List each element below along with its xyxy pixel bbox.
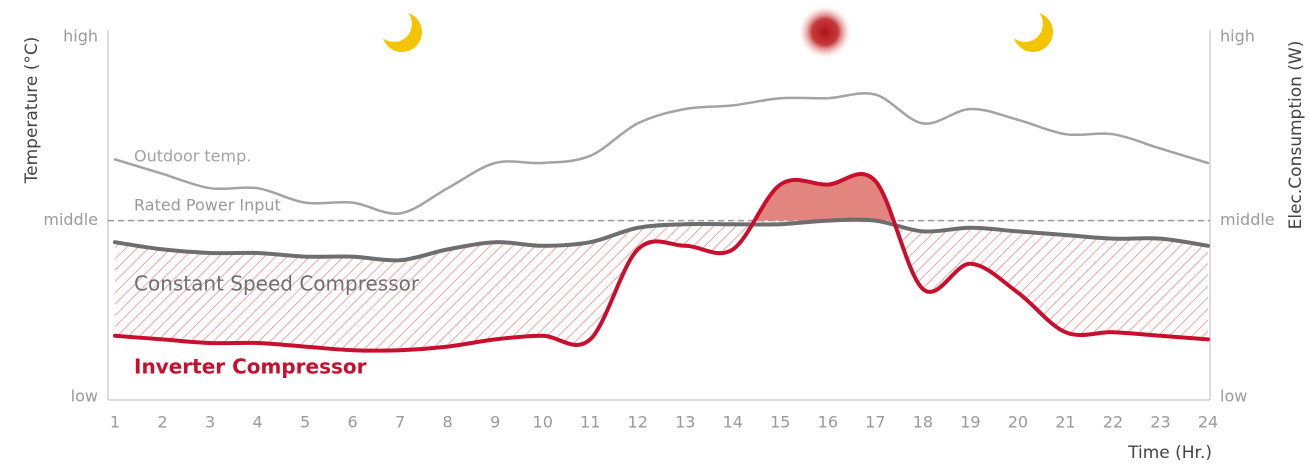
x-tick-label: 14 (723, 413, 743, 432)
x-tick-label: 7 (395, 413, 405, 432)
x-tick-label: 15 (770, 413, 790, 432)
x-tick-label: 1 (110, 413, 120, 432)
x-tick-label: 6 (348, 413, 358, 432)
x-tick-label: 2 (157, 413, 167, 432)
moon-icon (376, 6, 422, 52)
y-tick-label: low (71, 387, 98, 406)
x-tick-label: 12 (628, 413, 648, 432)
x-tick-label: 24 (1198, 413, 1218, 432)
x-tick-label: 17 (865, 413, 885, 432)
series-label: Outdoor temp. (134, 147, 251, 166)
x-tick-label: 16 (818, 413, 838, 432)
y2-axis-label: Elec.Consumption (W) (1286, 41, 1306, 230)
y2-tick-label: high (1220, 27, 1255, 46)
x-tick-label: 22 (1103, 413, 1123, 432)
x-axis-label: Time (Hr.) (1127, 443, 1212, 463)
x-tick-label: 8 (443, 413, 453, 432)
x-tick-label: 20 (1008, 413, 1028, 432)
series-label: Inverter Compressor (134, 355, 367, 379)
x-tick-label: 3 (205, 413, 215, 432)
moon-icon (1007, 6, 1053, 52)
y-tick-label: middle (43, 210, 98, 229)
x-tick-label: 5 (300, 413, 310, 432)
x-tick-label: 13 (675, 413, 695, 432)
x-tick-label: 10 (533, 413, 553, 432)
series-line (113, 92, 1210, 215)
x-tick-label: 4 (252, 413, 262, 432)
savings-area (115, 220, 1208, 351)
sun-icon (799, 6, 851, 58)
annotation: Rated Power Input (134, 196, 281, 215)
x-tick-label: 21 (1055, 413, 1075, 432)
x-tick-label: 11 (580, 413, 600, 432)
x-tick-label: 18 (913, 413, 933, 432)
x-tick-label: 23 (1150, 413, 1170, 432)
y2-tick-label: low (1220, 387, 1247, 406)
y-axis-label: Temperature (°C) (22, 37, 42, 185)
y2-tick-label: middle (1220, 210, 1275, 229)
series-line (113, 172, 1210, 353)
series-label: Constant Speed Compressor (134, 272, 420, 296)
series-line (113, 217, 1210, 263)
y-tick-label: high (63, 27, 98, 46)
x-tick-label: 9 (490, 413, 500, 432)
x-tick-label: 19 (960, 413, 980, 432)
